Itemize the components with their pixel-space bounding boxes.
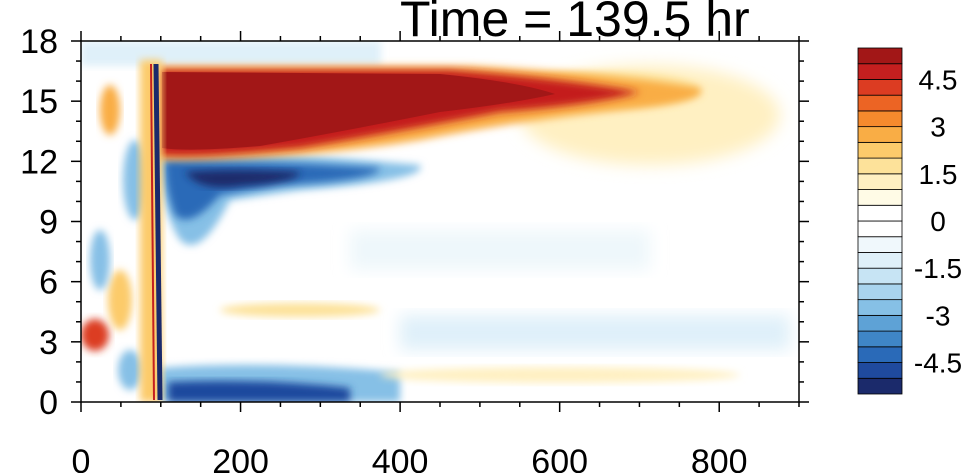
y-tick-label: 12 <box>20 143 58 181</box>
colorbar-tick-label: -4.5 <box>914 348 962 379</box>
colorbar-swatch <box>857 362 903 379</box>
colorbar-swatch <box>857 173 903 190</box>
x-tick-label: 200 <box>212 443 269 473</box>
x-tick-label: 400 <box>372 443 429 473</box>
front-line <box>153 63 163 401</box>
colorbar-swatch <box>857 204 903 222</box>
y-tick-label: 3 <box>39 324 58 362</box>
surface-band-core <box>168 380 350 402</box>
axes: 0 200 400 600 800 0 3 6 9 12 15 18 <box>20 23 809 473</box>
colorbar: 4.5 3 1.5 0 -1.5 -3 -4.5 <box>857 47 962 395</box>
left-negative-blob-3 <box>118 350 142 390</box>
x-tick-label: 800 <box>691 443 748 473</box>
colorbar-tick-label: 1.5 <box>919 159 958 190</box>
colorbar-swatch <box>857 189 903 206</box>
x-tick-label: 0 <box>72 443 91 473</box>
colorbar-swatch <box>857 283 903 301</box>
chart-title: Time = 139.5 hr <box>400 0 750 47</box>
colorbar-swatch <box>857 126 903 143</box>
colorbar-swatch <box>857 236 903 253</box>
colorbar-swatch <box>857 220 903 238</box>
colorbar-swatch <box>857 252 903 269</box>
jet-core <box>162 72 555 150</box>
colorbar-swatch <box>857 377 903 395</box>
colorbar-swatch <box>857 141 903 159</box>
left-positive-blob-2 <box>108 270 132 330</box>
front-edge <box>150 63 155 401</box>
y-tick-label: 0 <box>39 384 58 422</box>
negative-band-core <box>185 170 300 188</box>
colorbar-tick-label: -3 <box>926 300 951 331</box>
colorbar-tick-label: 0 <box>930 206 946 237</box>
colorbar-tick-label: -1.5 <box>914 253 962 284</box>
colorbar-swatch <box>857 79 903 96</box>
colorbar-tick-label: 4.5 <box>919 64 958 95</box>
left-positive-blob-3 <box>100 85 120 135</box>
left-positive-blob-1 <box>81 319 109 351</box>
y-tick-label: 18 <box>20 23 58 61</box>
colorbar-swatch <box>857 314 903 332</box>
mid-positive-streak <box>220 303 380 317</box>
haze-region-low <box>400 315 790 350</box>
colorbar-swatch <box>857 267 903 285</box>
contour-field <box>81 41 790 402</box>
colorbar-swatch <box>857 94 903 112</box>
haze-region-top <box>81 41 381 66</box>
left-negative-blob-2 <box>90 230 110 290</box>
colorbar-tick-label: 3 <box>930 112 946 143</box>
haze-region-mid <box>350 230 650 270</box>
y-tick-label: 9 <box>39 204 58 242</box>
colorbar-swatch <box>857 157 903 175</box>
y-tick-label: 6 <box>39 264 58 302</box>
colorbar-swatch <box>857 47 903 65</box>
surface-positive-streak <box>380 367 740 383</box>
colorbar-swatch <box>857 110 903 128</box>
x-tick-label: 600 <box>531 443 588 473</box>
colorbar-swatch <box>857 63 903 80</box>
colorbar-swatch <box>857 299 903 316</box>
y-tick-label: 15 <box>20 83 58 121</box>
colorbar-swatch <box>857 346 903 363</box>
colorbar-swatch <box>857 330 903 348</box>
